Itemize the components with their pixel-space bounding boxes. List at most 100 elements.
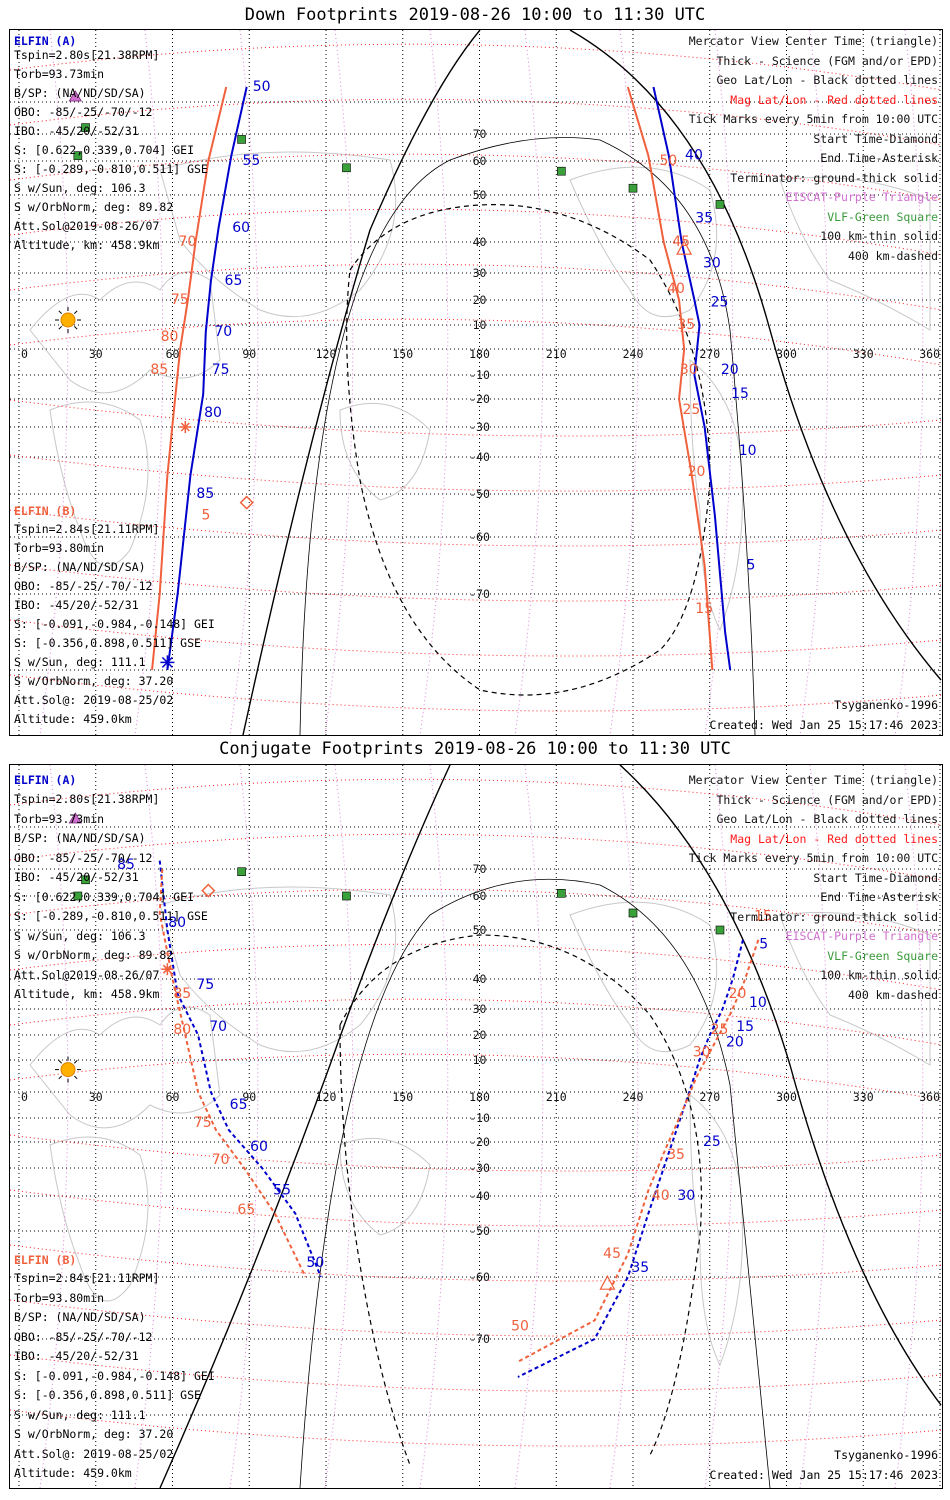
- vlf-station-marker: [81, 875, 90, 885]
- start-time-diamond: [201, 883, 216, 898]
- elfin-b-info-6: S: [-0.356,0.898,0.511] GSE: [14, 636, 201, 650]
- mag-lat-gridline: [10, 998, 942, 1046]
- track-time-tick-label: 45: [603, 1246, 621, 1262]
- lon-tick-label: 150: [392, 347, 413, 361]
- sun-ray: [74, 1060, 78, 1064]
- coastline: [339, 402, 431, 501]
- vlf-station-marker: [237, 135, 246, 144]
- track-time-tick-label: 80: [161, 329, 179, 345]
- end-time-asterisk: [161, 656, 173, 668]
- track-time-tick-label: 75: [194, 1115, 212, 1131]
- mag-lon-gridline: [324, 30, 354, 735]
- vlf-station-marker: [628, 183, 638, 193]
- lat-tick-label: 70: [473, 127, 487, 141]
- mag-lat-gridline: [10, 564, 942, 602]
- mag-lat-gridline: [10, 43, 942, 91]
- vlf-station-marker: [73, 891, 83, 901]
- legend-entry: 400 km-dashed: [847, 987, 938, 1002]
- elfin-b-info-7: S w/Sun, deg: 111.1: [14, 1407, 146, 1422]
- lon-tick-label: 0: [21, 347, 28, 361]
- legend-entry: Start Time-Diamond: [813, 870, 938, 885]
- footprint-400km: [346, 204, 711, 696]
- elfin-b-info-10: Altitude: 459.0km: [14, 1466, 132, 1480]
- track-time-tick-label: 70: [179, 234, 197, 250]
- panel2-title: Conjugate Footprints 2019-08-26 10:00 to…: [219, 739, 731, 759]
- elfin-b-info-9: Att.Sol@: 2019-08-25/02: [14, 693, 174, 707]
- coastline: [49, 401, 149, 567]
- lat-tick-label: 10: [473, 318, 487, 332]
- end-time-asterisk: [180, 422, 190, 432]
- elfin-b-info-1: Torb=93.80min: [14, 541, 105, 555]
- lat-tick-label: -10: [469, 1111, 490, 1125]
- view-center-triangle: [676, 239, 693, 255]
- footprint-100km: [299, 878, 771, 1488]
- mag-lat-gridline: [10, 153, 942, 201]
- track-time-tick-label: 15: [731, 386, 749, 402]
- elfin-a-info-7: S w/Sun, deg: 106.3: [14, 928, 146, 943]
- mag-lon-gridline: [704, 30, 734, 735]
- elfin-b-info-6: S: [-0.356,0.898,0.511] GSE: [14, 1388, 201, 1402]
- sun-ray: [74, 310, 78, 314]
- elfin-a-info-6: S: [-0.289,-0.810,0.511] GSE: [14, 162, 208, 176]
- panel1-title: Down Footprints 2019-08-26 10:00 to 11:3…: [244, 5, 706, 25]
- lon-tick-label: 90: [242, 347, 256, 361]
- end-time-asterisk: [162, 964, 172, 974]
- elfin-b-info-8: S w/OrbNorm, deg: 37.20: [14, 1427, 174, 1441]
- vlf-station-marker: [342, 163, 351, 173]
- track-time-tick-label: 20: [729, 986, 747, 1002]
- lat-tick-label: 20: [473, 293, 487, 307]
- legend-entry: Thick - Science (FGM and/or EPD): [716, 53, 938, 68]
- terminator-ground: [159, 765, 942, 1488]
- track-time-tick-label: 30: [680, 362, 698, 378]
- elfin-b-info-2: B/SP: (NA/ND/SD/SA): [14, 1310, 146, 1324]
- start-time-diamond: [239, 495, 254, 510]
- mag-lat-gridline: [10, 1053, 942, 1101]
- elfin-b-track-east: [626, 86, 714, 671]
- sun-ray: [58, 310, 62, 314]
- elfin-b-info-5: S: [-0.091,-0.984,-0.148] GEI: [14, 1368, 215, 1383]
- mag-lat-gridline: [10, 833, 942, 881]
- track-time-tick-label: 10: [749, 995, 767, 1011]
- elfin-b-info-1: Torb=93.80min: [14, 1290, 105, 1305]
- mag-lat-gridline: [10, 318, 942, 366]
- mag-lat-gridline: [10, 943, 942, 991]
- vlf-station-marker: [715, 200, 725, 209]
- lon-tick-label: 330: [853, 1090, 874, 1104]
- track-time-tick-label: 50: [306, 1255, 324, 1271]
- vlf-station-marker: [237, 867, 246, 876]
- coastline: [29, 1006, 221, 1129]
- mag-lon-gridline: [39, 30, 69, 735]
- coastline: [569, 901, 718, 1053]
- mag-lon-gridline: [134, 30, 164, 735]
- vlf-station-marker: [557, 889, 566, 898]
- lat-tick-label: 40: [473, 235, 487, 249]
- lat-tick-label: 40: [473, 972, 487, 986]
- elfin-b-track-west: [151, 86, 228, 671]
- sun-ray: [74, 1075, 78, 1080]
- elfin-a-info-10: Altitude, km: 458.9km: [14, 987, 160, 1001]
- eiscat-marker: [68, 812, 82, 824]
- track-time-tick-label: 35: [677, 317, 695, 333]
- elfin-b-info-4: IBO: -45/20/-52/31: [14, 1349, 139, 1363]
- lon-tick-label: 270: [699, 347, 720, 361]
- track-time-tick-label: 35: [631, 1260, 649, 1276]
- legend-entry: Tick Marks every 5min from 10:00 UTC: [688, 851, 938, 865]
- track-time-tick-label: 85: [196, 486, 214, 502]
- coastline: [339, 1137, 431, 1236]
- track-time-tick-label: 55: [273, 1182, 291, 1198]
- model-label: Tsyganenko-1996: [834, 1448, 938, 1462]
- elfin-b-info-5: S: [-0.091,-0.984,-0.148] GEI: [14, 617, 215, 631]
- conjugate-footprints-map: 0 30 60 90 120 150 180 210 240 270 300 330 360 70 60 50…: [9, 764, 943, 1489]
- legend-entry: Tick Marks every 5min from 10:00 UTC: [688, 112, 938, 126]
- elfin-a-track-west: [166, 86, 248, 671]
- legend: Mercator View Center Time (triangle) Thi…: [689, 773, 938, 1002]
- track-time-tick-label: 80: [204, 405, 222, 421]
- mag-lat-gridline: [10, 208, 942, 256]
- mag-lon-gridline: [894, 30, 924, 735]
- track-time-tick-label: 40: [652, 1188, 670, 1204]
- legend-entry: Geo Lat/Lon - Black dotted lines: [716, 73, 938, 87]
- sun-ray: [58, 1075, 62, 1080]
- eiscat-marker: [68, 90, 82, 102]
- track-time-tick-label: 60: [250, 1139, 268, 1155]
- conjugate-footprints-plot: 0 30 60 90 120 150 180 210 240 270 300 330 360 70 60 50…: [10, 765, 942, 1488]
